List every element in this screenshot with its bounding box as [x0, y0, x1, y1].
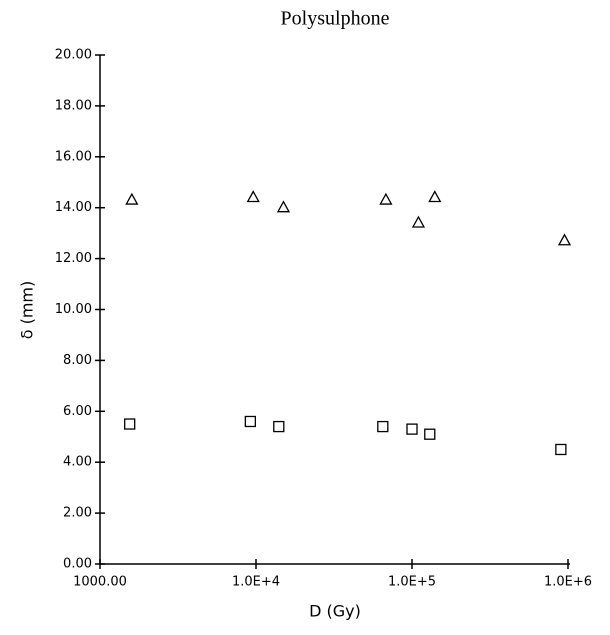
y-axis-label: δ (mm) — [18, 281, 37, 340]
square-point — [273, 420, 285, 433]
y-tick-label: 20.00 — [55, 48, 92, 63]
triangle-point — [125, 192, 139, 205]
y-tick-label: 12.00 — [55, 251, 92, 266]
y-tick-label: 2.00 — [63, 506, 92, 521]
y-tick-label: 16.00 — [55, 149, 92, 164]
y-tick-label: 0.00 — [63, 557, 92, 572]
square-point — [244, 415, 257, 428]
x-tick-label: 1.0E+6 — [544, 575, 592, 590]
triangle-point — [379, 192, 393, 205]
x-tick-label: 1000.00 — [73, 575, 127, 590]
y-tick-label: 18.00 — [55, 98, 92, 113]
triangle-point — [411, 215, 426, 228]
x-tick-label: 1.0E+4 — [232, 575, 280, 590]
square-point — [424, 428, 436, 440]
triangle-point — [428, 190, 442, 203]
square-point — [124, 418, 136, 430]
y-tick-label: 10.00 — [55, 302, 92, 317]
x-tick-label: 1.0E+5 — [388, 575, 436, 590]
triangle-point — [246, 190, 260, 203]
chart-title: Polysulphone — [281, 8, 390, 30]
y-tick-label: 4.00 — [63, 455, 92, 470]
triangle-point — [557, 233, 572, 246]
x-axis-label: D (Gy) — [309, 602, 361, 621]
y-tick-label: 8.00 — [63, 353, 92, 368]
y-tick-label: 14.00 — [55, 200, 92, 215]
triangle-point — [276, 200, 291, 213]
square-point — [406, 423, 418, 435]
y-tick-label: 6.00 — [63, 404, 92, 419]
square-point — [555, 443, 567, 456]
square-point — [377, 420, 389, 433]
